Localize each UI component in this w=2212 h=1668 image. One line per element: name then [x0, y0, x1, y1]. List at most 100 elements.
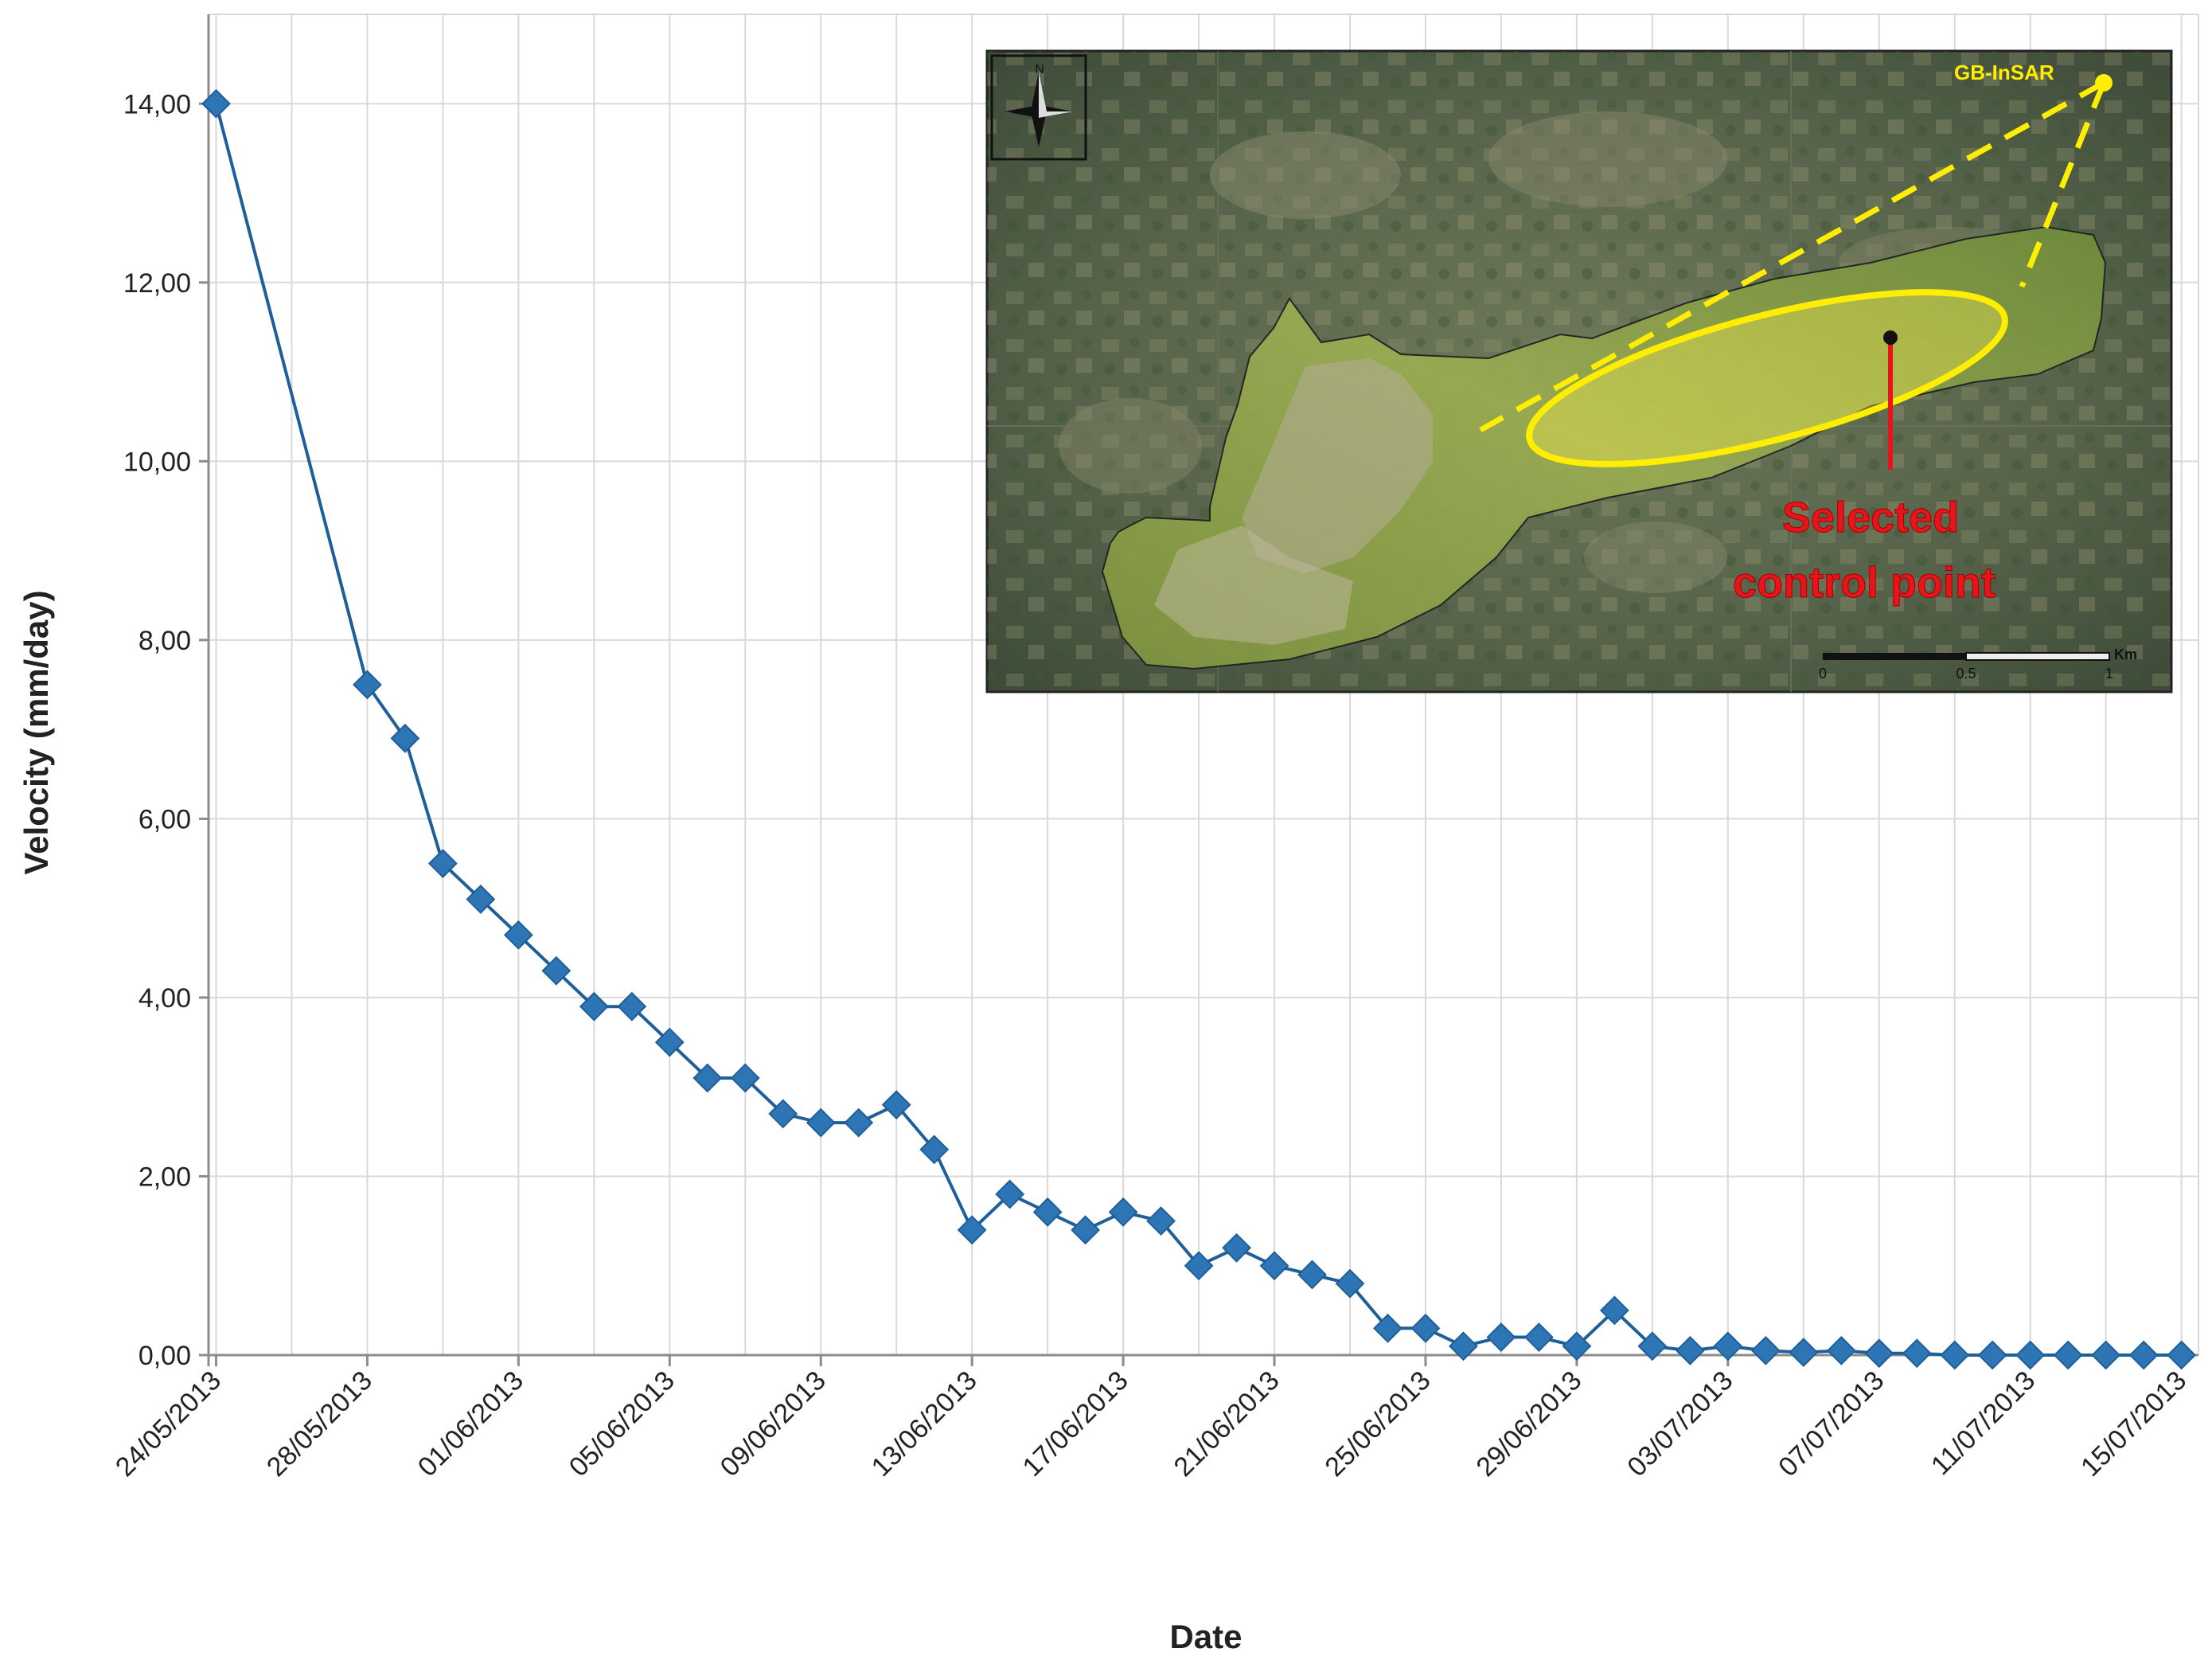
- y-tick-label: 12,00: [123, 268, 191, 299]
- x-tick-label: 13/06/2013: [866, 1365, 983, 1482]
- data-point-marker: [201, 88, 231, 119]
- scale-tick-0: 0: [1819, 666, 1827, 682]
- data-point-marker: [1637, 1331, 1668, 1361]
- x-tick-label: 21/06/2013: [1168, 1365, 1285, 1482]
- y-tick-label: 2,00: [138, 1162, 191, 1192]
- scale-unit: Km: [2114, 646, 2137, 662]
- map-patch: [1059, 398, 1202, 494]
- data-point-marker: [881, 1090, 911, 1120]
- velocity-series: [201, 88, 2197, 1370]
- data-point-marker: [1940, 1340, 1970, 1370]
- data-point-marker: [1524, 1322, 1554, 1352]
- data-point-marker: [2015, 1340, 2046, 1370]
- data-point-marker: [1486, 1322, 1516, 1352]
- x-tick-label: 11/07/2013: [1925, 1365, 2041, 1481]
- x-axis-title: Date: [1169, 1618, 1242, 1655]
- data-point-marker: [1902, 1338, 1932, 1369]
- radar-station-label: GB-InSAR: [1954, 61, 2054, 84]
- inset-map: Selected control point GB-InSAR N 0 0.5 …: [985, 49, 2173, 693]
- data-point-marker: [1032, 1197, 1063, 1227]
- data-point-marker: [957, 1215, 987, 1245]
- data-point-marker: [1826, 1335, 1856, 1365]
- y-tick-label: 4,00: [138, 983, 191, 1014]
- callout-label-line2: control point: [1733, 559, 1995, 607]
- data-point-marker: [1864, 1338, 1894, 1369]
- data-point-marker: [2167, 1340, 2197, 1370]
- data-point-marker: [2128, 1340, 2159, 1370]
- data-point-marker: [1071, 1215, 1101, 1245]
- data-point-marker: [579, 991, 609, 1022]
- x-tick-label: 29/06/2013: [1470, 1365, 1587, 1482]
- north-arrow-frame: [990, 54, 1087, 161]
- data-point-marker: [466, 885, 496, 914]
- data-point-marker: [768, 1099, 798, 1129]
- x-tick-label: 07/07/2013: [1773, 1365, 1890, 1482]
- x-tick-label: 09/06/2013: [715, 1365, 832, 1482]
- scale-bar-black: [1823, 653, 1966, 660]
- x-tick-label: 25/06/2013: [1319, 1365, 1436, 1482]
- data-point-marker: [2053, 1340, 2083, 1370]
- data-point-marker: [1108, 1197, 1138, 1227]
- data-point-marker: [1789, 1338, 1819, 1368]
- x-tick-label: 15/07/2013: [2075, 1365, 2192, 1482]
- x-tick-label: 17/06/2013: [1017, 1365, 1134, 1482]
- x-tick-labels: 24/05/2013 28/05/2013 01/06/2013 05/06/2013…: [110, 1355, 2192, 1482]
- y-tick-label: 6,00: [138, 804, 191, 834]
- x-tick-label: 28/05/2013: [261, 1365, 378, 1482]
- y-tick-labels: 0,00 2,00 4,00 6,00 8,00 10,00 12,00 14,00: [123, 89, 209, 1371]
- quarry-area: [1242, 358, 1433, 573]
- data-point-marker: [1713, 1331, 1743, 1361]
- line-of-sight: [1479, 80, 2105, 433]
- data-point-marker: [1373, 1313, 1402, 1343]
- x-tick-label: 03/07/2013: [1621, 1365, 1738, 1482]
- y-tick-label: 0,00: [138, 1341, 191, 1371]
- map-patch: [1488, 111, 1727, 207]
- scale-tick-1: 1: [2105, 666, 2113, 682]
- compass-light-icon: [1039, 111, 1073, 118]
- data-point-marker: [1977, 1340, 2007, 1370]
- x-tick-label: 24/05/2013: [110, 1365, 227, 1482]
- data-point-marker: [730, 1063, 760, 1093]
- data-point-marker: [1222, 1232, 1251, 1263]
- data-point-marker: [995, 1179, 1025, 1209]
- data-point-marker: [1259, 1251, 1289, 1281]
- y-axis-title: Velocity (mm/day): [18, 590, 55, 874]
- data-point-marker: [844, 1107, 874, 1138]
- data-point-marker: [1410, 1313, 1441, 1343]
- control-point-marker: [1883, 330, 1898, 345]
- data-point-marker: [427, 849, 458, 878]
- data-point-marker: [1297, 1260, 1327, 1290]
- line-of-sight: [2019, 81, 2107, 288]
- data-point-marker: [1335, 1268, 1365, 1299]
- data-point-marker: [1750, 1335, 1781, 1365]
- scale-bar-white: [1965, 652, 2110, 661]
- quarry-area: [1154, 525, 1353, 645]
- data-point-marker: [503, 920, 533, 950]
- data-point-marker: [692, 1063, 723, 1093]
- north-arrow: N: [990, 54, 1087, 161]
- data-point-marker: [1675, 1335, 1705, 1365]
- compass-light-icon: [1039, 72, 1047, 111]
- map-patch: [1210, 131, 1401, 219]
- data-point-marker: [1146, 1206, 1176, 1236]
- data-point-marker: [541, 955, 572, 986]
- landslide-area: [1101, 225, 2107, 670]
- data-point-marker: [654, 1027, 685, 1057]
- x-tick-label: 01/06/2013: [412, 1365, 529, 1482]
- data-point-marker: [919, 1135, 950, 1165]
- y-tick-label: 14,00: [123, 89, 191, 119]
- radar-station-marker: [2095, 74, 2113, 92]
- scale-bar: 0 0.5 1 Km: [1819, 646, 2137, 682]
- data-point-marker: [2091, 1340, 2121, 1370]
- data-point-marker: [806, 1107, 836, 1138]
- map-patch: [1584, 521, 1727, 593]
- x-tick-label: 05/06/2013: [564, 1365, 681, 1482]
- north-label: N: [1035, 63, 1044, 76]
- data-point-marker: [390, 723, 420, 753]
- data-point-marker: [617, 991, 647, 1022]
- y-tick-label: 8,00: [138, 626, 191, 656]
- data-point-marker: [1449, 1331, 1478, 1361]
- data-point-marker: [1562, 1331, 1592, 1361]
- data-point-marker: [1184, 1251, 1214, 1281]
